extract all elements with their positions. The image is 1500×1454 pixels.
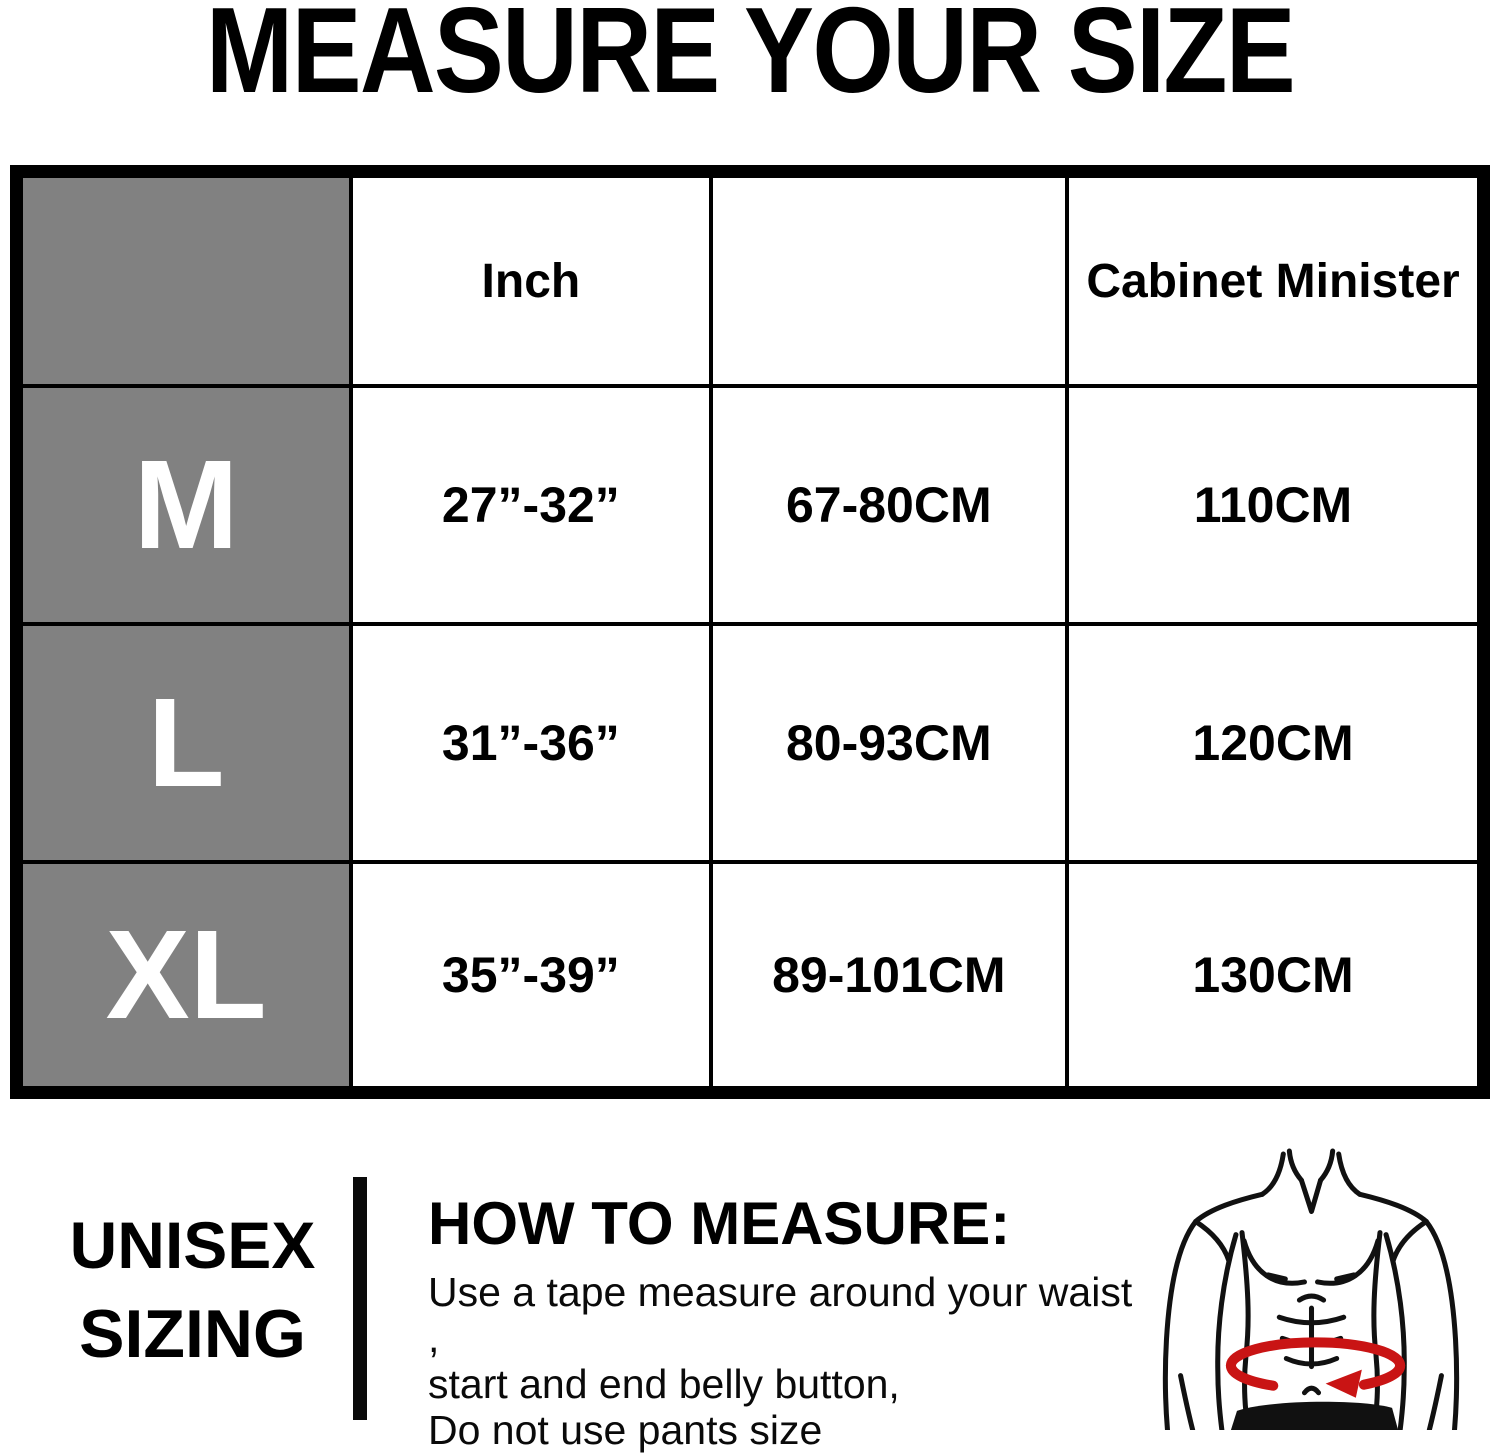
- length-m: 110CM: [1065, 384, 1481, 626]
- how-to-measure-heading: HOW TO MEASURE:: [428, 1190, 1011, 1257]
- instruction-line-2: start and end belly button,: [428, 1360, 900, 1407]
- sizing-text: SIZING: [79, 1296, 306, 1372]
- waistband-shape: [1230, 1401, 1399, 1430]
- unisex-sizing-label: UNISEX SIZING: [25, 1212, 360, 1368]
- table-row: L 31”-36” 80-93CM 120CM: [18, 622, 1481, 864]
- header-size-blank: [18, 174, 354, 388]
- size-chart-table: Inch Cabinet Minister M 27”-32” 67-80CM …: [10, 165, 1490, 1099]
- instruction-line-3: Do not use pants size: [428, 1406, 823, 1453]
- cm-range-xl: 89-101CM: [708, 860, 1070, 1090]
- torso-measure-illustration: [1122, 1148, 1500, 1433]
- header-inch: Inch: [349, 174, 713, 388]
- red-measuring-tape-arrow-icon: [1225, 1337, 1406, 1391]
- cm-range-l: 80-93CM: [708, 622, 1070, 864]
- torso-icon: [1162, 1148, 1460, 1433]
- inch-range-l: 31”-36”: [349, 622, 713, 864]
- length-l: 120CM: [1065, 622, 1481, 864]
- instruction-line-1: Use a tape measure around your waist ,: [428, 1269, 1133, 1361]
- size-label-xl: XL: [18, 860, 354, 1090]
- table-row: XL 35”-39” 89-101CM 130CM: [18, 860, 1481, 1090]
- torso-outline: [1162, 1148, 1460, 1433]
- size-label-m: M: [18, 384, 354, 626]
- header-cm-blank: [708, 174, 1070, 388]
- header-cabinet-minister: Cabinet Minister: [1065, 174, 1481, 388]
- unisex-text: UNISEX: [69, 1208, 316, 1282]
- cm-range-m: 67-80CM: [708, 384, 1070, 626]
- size-label-l: L: [18, 622, 354, 864]
- table-row: M 27”-32” 67-80CM 110CM: [18, 384, 1481, 626]
- table-header-row: Inch Cabinet Minister: [18, 174, 1481, 388]
- length-xl: 130CM: [1065, 860, 1481, 1090]
- how-to-measure-section: HOW TO MEASURE: Use a tape measure aroun…: [428, 1194, 1138, 1454]
- inch-range-m: 27”-32”: [349, 384, 713, 626]
- arrowhead: [1325, 1369, 1362, 1398]
- page-title: MEASURE YOUR SIZE: [205, 0, 1296, 118]
- vertical-divider: [353, 1177, 367, 1420]
- inch-range-xl: 35”-39”: [349, 860, 713, 1090]
